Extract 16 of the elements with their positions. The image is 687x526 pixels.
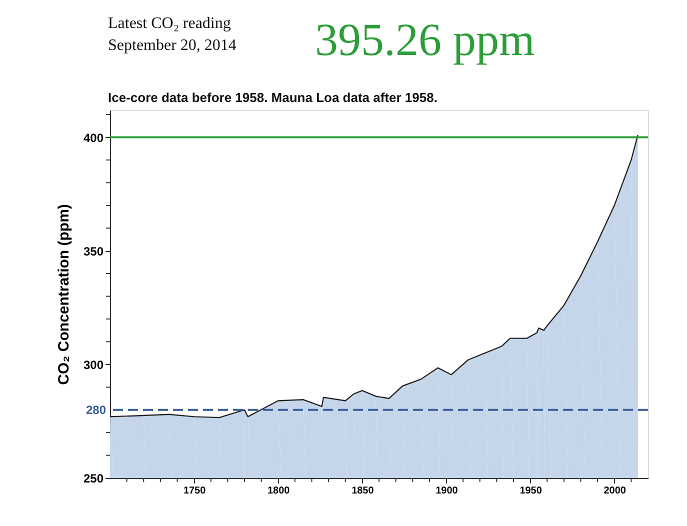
y-tick-label: 300 [83,358,104,372]
x-tick-label: 1750 [183,486,206,496]
text: Ice-core data before 1958. Mauna Loa data after 1958. [108,90,438,105]
y-tick-label: 400 [83,130,104,145]
y-tick-label: 250 [83,472,104,486]
y-axis-title: CO₂ Concentration (ppm) [55,204,72,385]
x-tick-label: 2000 [604,486,626,496]
x-tick-label: 1800 [268,486,290,496]
x-tick-label: 1900 [436,486,458,496]
chart-title: Latest CO₂ reading [108,15,231,32]
x-tick-label: 1950 [520,486,542,496]
chart-subtitle: September 20, 2014 [108,37,236,54]
ref-line-label: 280 [86,402,106,417]
x-tick-label: 1850 [352,486,374,496]
text: 395.26 ppm [315,14,535,65]
y-tick-label: 350 [83,244,104,258]
